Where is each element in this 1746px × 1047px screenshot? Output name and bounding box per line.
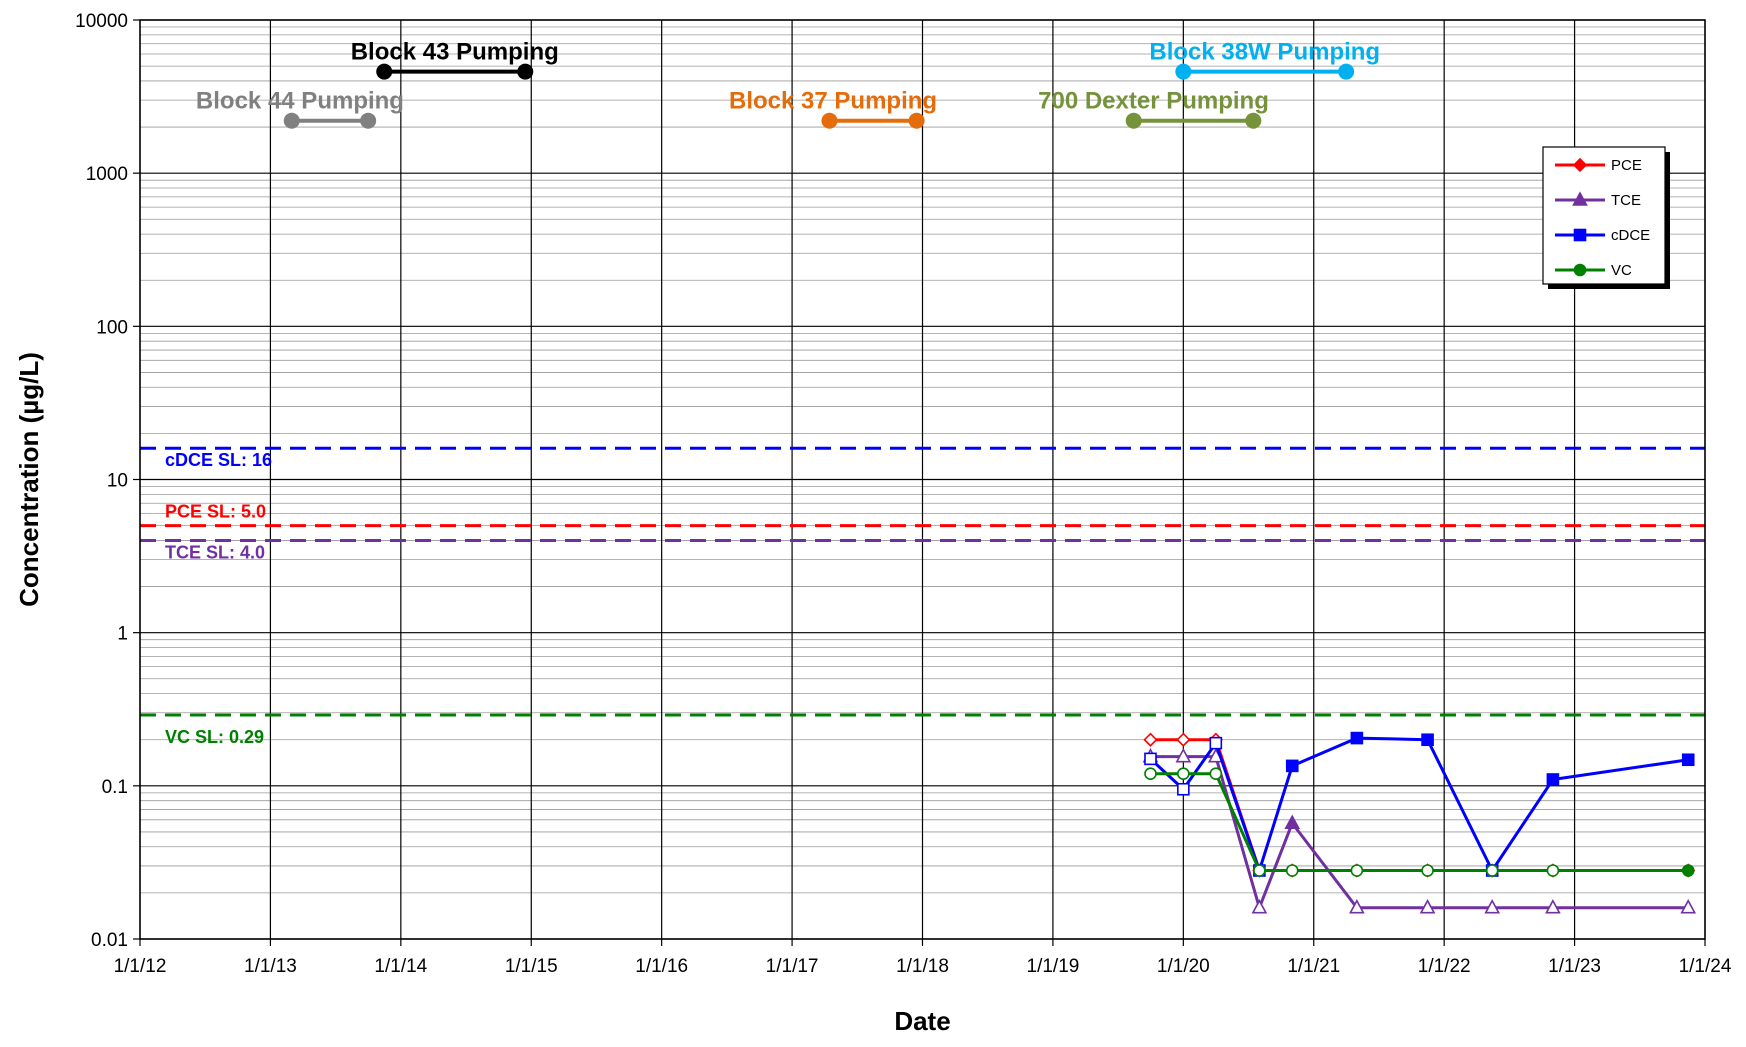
data-point-vc <box>1421 864 1434 877</box>
series-layer <box>1142 731 1697 914</box>
legend-label: cDCE <box>1611 227 1650 244</box>
pumping-label: Block 43 Pumping <box>351 39 559 66</box>
screening-level-label: VC SL: 0.29 <box>165 727 264 747</box>
pumping-label: Block 38W Pumping <box>1149 39 1380 66</box>
data-point-vc <box>1350 864 1364 877</box>
plot-frame <box>139 19 1706 940</box>
x-tick-label: 1/1/20 <box>1157 956 1210 977</box>
data-point-tce <box>1284 814 1301 830</box>
legend-label: VC <box>1611 262 1632 279</box>
x-tick-label: 1/1/24 <box>1679 956 1732 977</box>
series-tce <box>1142 748 1697 914</box>
legend-box <box>1542 146 1666 285</box>
x-tick-label: 1/1/21 <box>1287 956 1340 977</box>
y-axis-title: Concentration (µg/L) <box>14 352 44 607</box>
data-point-pce <box>1143 732 1158 747</box>
x-tick-label: 1/1/23 <box>1548 956 1601 977</box>
x-tick-label: 1/1/18 <box>896 956 949 977</box>
data-point-vc <box>1177 767 1190 781</box>
x-tick-label: 1/1/14 <box>374 956 427 977</box>
x-tick-label: 1/1/17 <box>766 956 819 977</box>
y-tick-label: 0.1 <box>102 777 128 798</box>
data-point-tce <box>1251 899 1268 914</box>
pumping-label: Block 37 Pumping <box>729 88 937 115</box>
screening-level-label: TCE SL: 4.0 <box>165 542 265 562</box>
y-tick-label: 10000 <box>75 11 128 32</box>
series-line-tce <box>1150 755 1689 910</box>
series-line-vc <box>1150 772 1689 873</box>
screening-level-label: cDCE SL: 16 <box>165 450 272 470</box>
pumping-label: 700 Dexter Pumping <box>1038 88 1269 115</box>
pumping-start-marker <box>821 112 838 129</box>
data-point-cdce <box>1421 733 1434 747</box>
legend-marker <box>1572 191 1588 206</box>
data-point-cdce <box>1681 753 1695 767</box>
pumping-start-marker <box>1125 112 1142 129</box>
data-point-tce <box>1484 899 1501 914</box>
data-point-pce <box>1176 732 1191 747</box>
legend: PCE TCE cDCE VC <box>1542 146 1670 289</box>
legend-label: TCE <box>1611 192 1641 209</box>
pumping-period-layer: Block 44 Pumping Block 43 Pumping Block 37… <box>196 39 1380 129</box>
legend-marker <box>1572 157 1588 173</box>
x-axis-title: Date <box>894 1006 950 1036</box>
x-tick-label: 1/1/22 <box>1418 956 1471 977</box>
data-point-vc <box>1485 864 1499 877</box>
pumping-end-marker <box>517 63 534 80</box>
x-tick-label: 1/1/12 <box>114 956 167 977</box>
pumping-start-marker <box>283 112 300 129</box>
data-point-cdce <box>1177 782 1190 796</box>
series-cdce <box>1144 731 1695 877</box>
pumping-end-marker <box>908 112 925 129</box>
data-point-vc <box>1546 864 1560 877</box>
pumping-start-marker <box>1175 63 1192 80</box>
data-point-cdce <box>1546 773 1560 786</box>
y-tick-label: 1000 <box>86 164 128 185</box>
series-pce <box>1143 732 1696 878</box>
series-line-cdce <box>1149 736 1689 873</box>
data-point-tce <box>1680 899 1697 914</box>
x-tick-label: 1/1/15 <box>505 956 558 977</box>
data-point-cdce <box>1209 736 1223 750</box>
data-point-tce <box>1545 899 1561 914</box>
pumping-end-marker <box>1245 112 1262 129</box>
data-point-tce <box>1419 899 1436 914</box>
pumping-label: Block 44 Pumping <box>196 88 404 115</box>
y-tick-label: 100 <box>96 317 128 338</box>
data-point-tce <box>1175 748 1192 763</box>
data-point-cdce <box>1285 759 1299 773</box>
x-tick-label: 1/1/19 <box>1027 956 1080 977</box>
data-point-tce <box>1349 899 1365 914</box>
data-point-vc <box>1681 864 1695 877</box>
screening-level-layer: cDCE SL: 16 PCE SL: 5.0 TCE SL: 4.0 VC SL: … <box>140 446 1705 747</box>
pumping-start-marker <box>376 63 393 80</box>
series-vc <box>1144 767 1695 877</box>
legend-label: PCE <box>1611 157 1642 174</box>
data-point-vc <box>1144 767 1157 781</box>
y-tick-label: 0.01 <box>91 930 128 951</box>
pumping-end-marker <box>1338 63 1355 80</box>
screening-level-label: PCE SL: 5.0 <box>165 502 266 522</box>
legend-marker <box>1573 228 1587 242</box>
x-tick-label: 1/1/13 <box>244 956 297 977</box>
data-point-cdce <box>1144 752 1157 766</box>
y-tick-label: 1 <box>117 624 128 645</box>
axis-layer: 0.01 0.1 1 10 100 1000 10000 1/1/12 1/1/13 1/1/14… <box>75 11 1732 977</box>
y-tick-label: 10 <box>107 471 128 492</box>
legend-marker <box>1573 263 1587 277</box>
data-point-vc <box>1253 864 1266 877</box>
data-point-vc <box>1209 767 1223 781</box>
pumping-end-marker <box>360 112 377 129</box>
x-tick-label: 1/1/16 <box>635 956 688 977</box>
data-point-vc <box>1285 864 1299 877</box>
grid-layer <box>139 19 1706 940</box>
data-point-cdce <box>1350 731 1364 745</box>
